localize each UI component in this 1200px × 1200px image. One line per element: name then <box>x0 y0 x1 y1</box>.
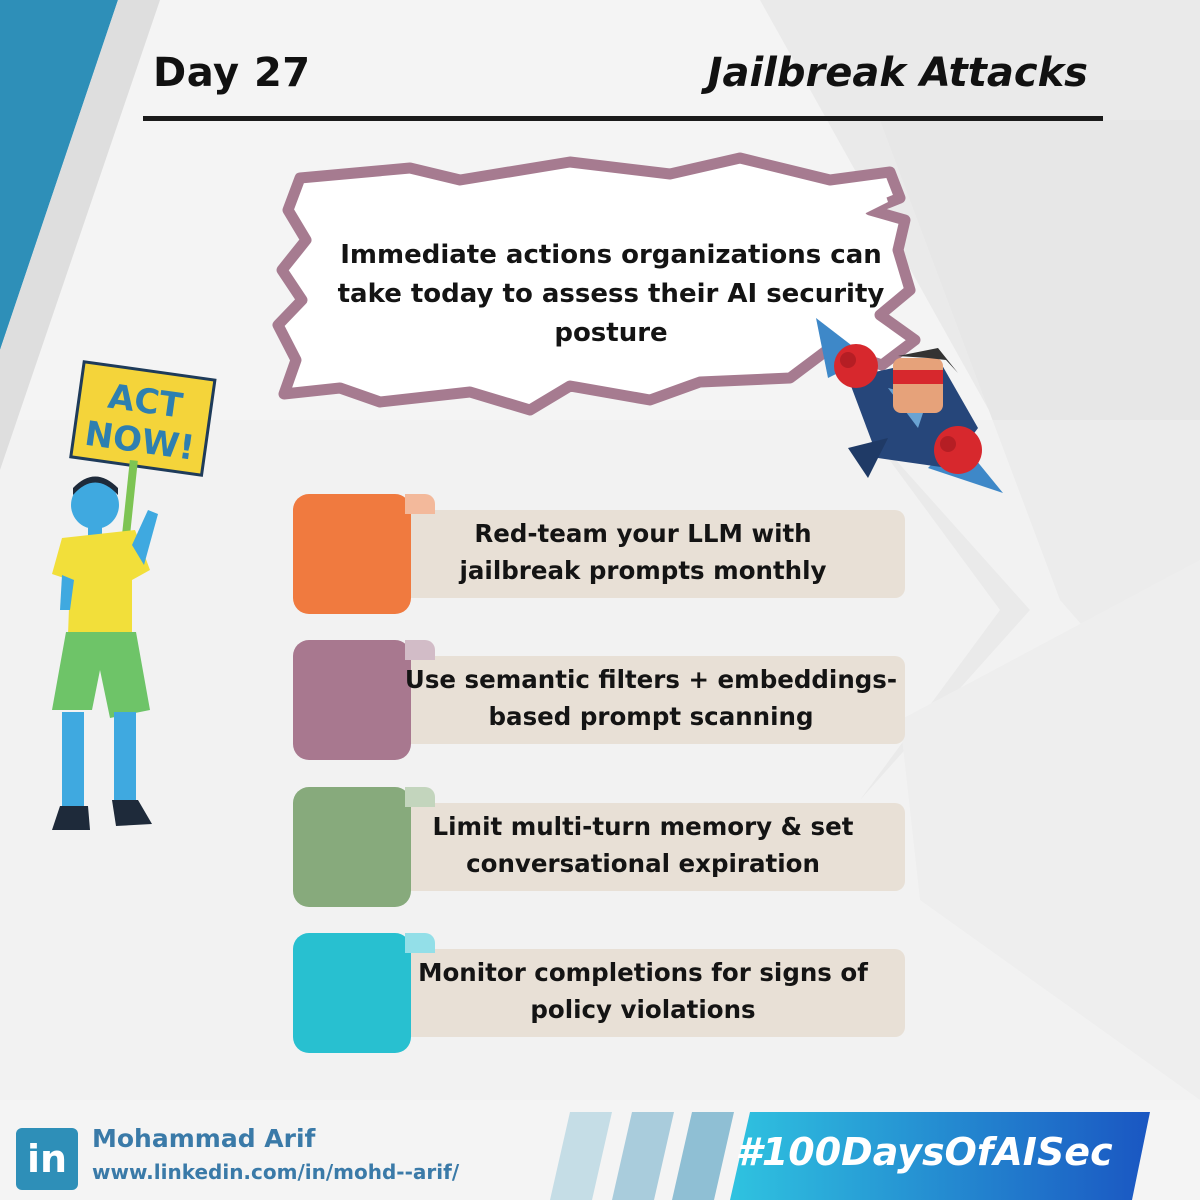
action-color-tab <box>405 494 435 514</box>
topic-title: Jailbreak Attacks <box>707 50 1088 96</box>
action-color-block <box>293 933 411 1053</box>
action-card-bg <box>403 949 905 1037</box>
header-divider <box>143 116 1103 121</box>
action-text-line1: Monitor completions for signs of <box>418 958 868 987</box>
action-color-tab <box>405 640 435 660</box>
intro-text: Immediate actions organizations can take… <box>337 240 885 348</box>
protester-illustration: ACT NOW! <box>52 360 217 830</box>
linkedin-icon-label: in <box>26 1137 68 1181</box>
hashtag-label: #100DaysOfAISec <box>735 1130 1113 1174</box>
day-label: Day 27 <box>153 50 311 96</box>
action-text-line2: jailbreak prompts monthly <box>459 556 827 585</box>
action-text-line1: Use semantic filters + embeddings- <box>404 665 898 694</box>
action-color-block <box>293 787 411 907</box>
action-text-line1: Limit multi-turn memory & set <box>432 812 854 841</box>
action-card-bg <box>403 656 905 744</box>
action-color-block <box>293 640 411 760</box>
action-color-tab <box>405 787 435 807</box>
action-text-line1: Red-team your LLM with <box>474 519 812 548</box>
action-card: Monitor completions for signs of policy … <box>293 933 905 1053</box>
action-card: Limit multi-turn memory & set conversati… <box>293 787 905 907</box>
action-text-line2: based prompt scanning <box>488 702 814 731</box>
linkedin-icon[interactable] <box>16 1128 78 1190</box>
superhero-illustration <box>816 318 1003 493</box>
action-color-tab <box>405 933 435 953</box>
action-card: Red-team your LLM with jailbreak prompts… <box>293 494 905 614</box>
action-card-bg <box>403 803 905 891</box>
author-profile-link[interactable]: www.linkedin.com/in/mohd--arif/ <box>92 1160 460 1184</box>
action-color-block <box>293 494 411 614</box>
action-text-line2: conversational expiration <box>466 849 820 878</box>
author-name: Mohammad Arif <box>92 1124 316 1153</box>
intro-banner-frame <box>272 152 921 416</box>
action-text-line2: policy violations <box>530 995 756 1024</box>
action-card-bg <box>403 510 905 598</box>
hashtag-banner <box>550 1112 1150 1200</box>
action-card: Use semantic filters + embeddings- based… <box>293 640 905 760</box>
